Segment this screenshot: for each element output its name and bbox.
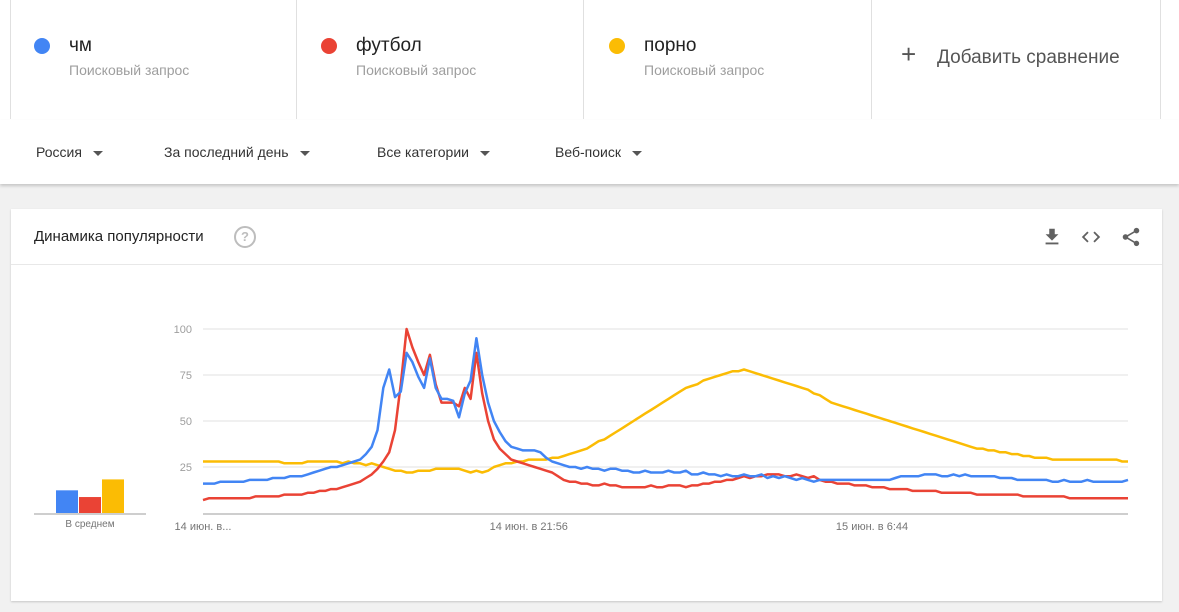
dropdown-arrow-icon	[631, 150, 642, 156]
plus-icon: +	[901, 39, 917, 69]
time-range-dropdown[interactable]: За последний день	[164, 144, 310, 160]
term-name[interactable]: футбол	[356, 35, 422, 56]
y-tick-label: 50	[180, 416, 192, 428]
dropdown-label: Россия	[36, 144, 82, 160]
chart-grid: 100 75 50 25 14 июн. в... 14 июн. в 21:5…	[174, 324, 1128, 533]
filter-bar: Россия За последний день Все категории В…	[0, 120, 1179, 184]
dropdown-label: Веб-поиск	[555, 144, 621, 160]
compare-bar: чм Поисковый запрос футбол Поисковый зап…	[0, 0, 1179, 121]
region-dropdown[interactable]: Россия	[36, 144, 103, 160]
series-line-porno[interactable]	[203, 368, 1128, 474]
term-type-label: Поисковый запрос	[69, 62, 190, 78]
average-bar-football	[79, 497, 101, 513]
term-type-label: Поисковый запрос	[356, 62, 477, 78]
term-card-2[interactable]: футбол Поисковый запрос	[298, 0, 584, 119]
dropdown-label: Все категории	[377, 144, 469, 160]
series-line-chm[interactable]	[203, 336, 1129, 485]
averages-label: В среднем	[65, 519, 114, 530]
line-chart[interactable]: В среднем 100 75 50 25 14 июн. в... 14 и…	[11, 264, 1162, 601]
term-card-1[interactable]: чм Поисковый запрос	[11, 0, 297, 119]
embed-code-icon[interactable]	[1080, 226, 1102, 248]
y-tick-label: 100	[174, 324, 192, 336]
term-name[interactable]: чм	[69, 35, 92, 56]
share-icon[interactable]	[1120, 226, 1142, 248]
term-type-label: Поисковый запрос	[644, 62, 765, 78]
download-icon[interactable]	[1041, 226, 1063, 248]
term-card-3[interactable]: порно Поисковый запрос	[586, 0, 872, 119]
interest-over-time-card: Динамика популярности ? В среднем 10	[11, 209, 1162, 601]
x-tick-label: 14 июн. в...	[175, 521, 232, 533]
x-tick-label: 15 июн. в 6:44	[836, 521, 908, 533]
dropdown-arrow-icon	[92, 150, 103, 156]
help-icon[interactable]: ?	[234, 226, 256, 248]
x-tick-label: 14 июн. в 21:56	[490, 521, 568, 533]
card-header: Динамика популярности ?	[11, 209, 1162, 265]
series-line-football[interactable]	[202, 327, 1128, 502]
card-title: Динамика популярности	[34, 228, 204, 245]
y-tick-label: 75	[180, 370, 192, 382]
search-type-dropdown[interactable]: Веб-поиск	[555, 144, 642, 160]
dropdown-label: За последний день	[164, 144, 289, 160]
y-tick-label: 25	[180, 462, 192, 474]
term-name[interactable]: порно	[644, 35, 697, 56]
category-dropdown[interactable]: Все категории	[377, 144, 490, 160]
series-color-dot	[34, 38, 50, 54]
divider	[10, 0, 11, 119]
average-bar-chm	[56, 490, 78, 513]
average-bar-porno	[102, 479, 124, 513]
add-comparison-button[interactable]: + Добавить сравнение	[873, 0, 1161, 119]
averages-panel: В среднем	[34, 479, 146, 530]
add-comparison-label: Добавить сравнение	[937, 47, 1120, 68]
series-color-dot	[321, 38, 337, 54]
dropdown-arrow-icon	[299, 150, 310, 156]
dropdown-arrow-icon	[479, 150, 490, 156]
series-color-dot	[609, 38, 625, 54]
